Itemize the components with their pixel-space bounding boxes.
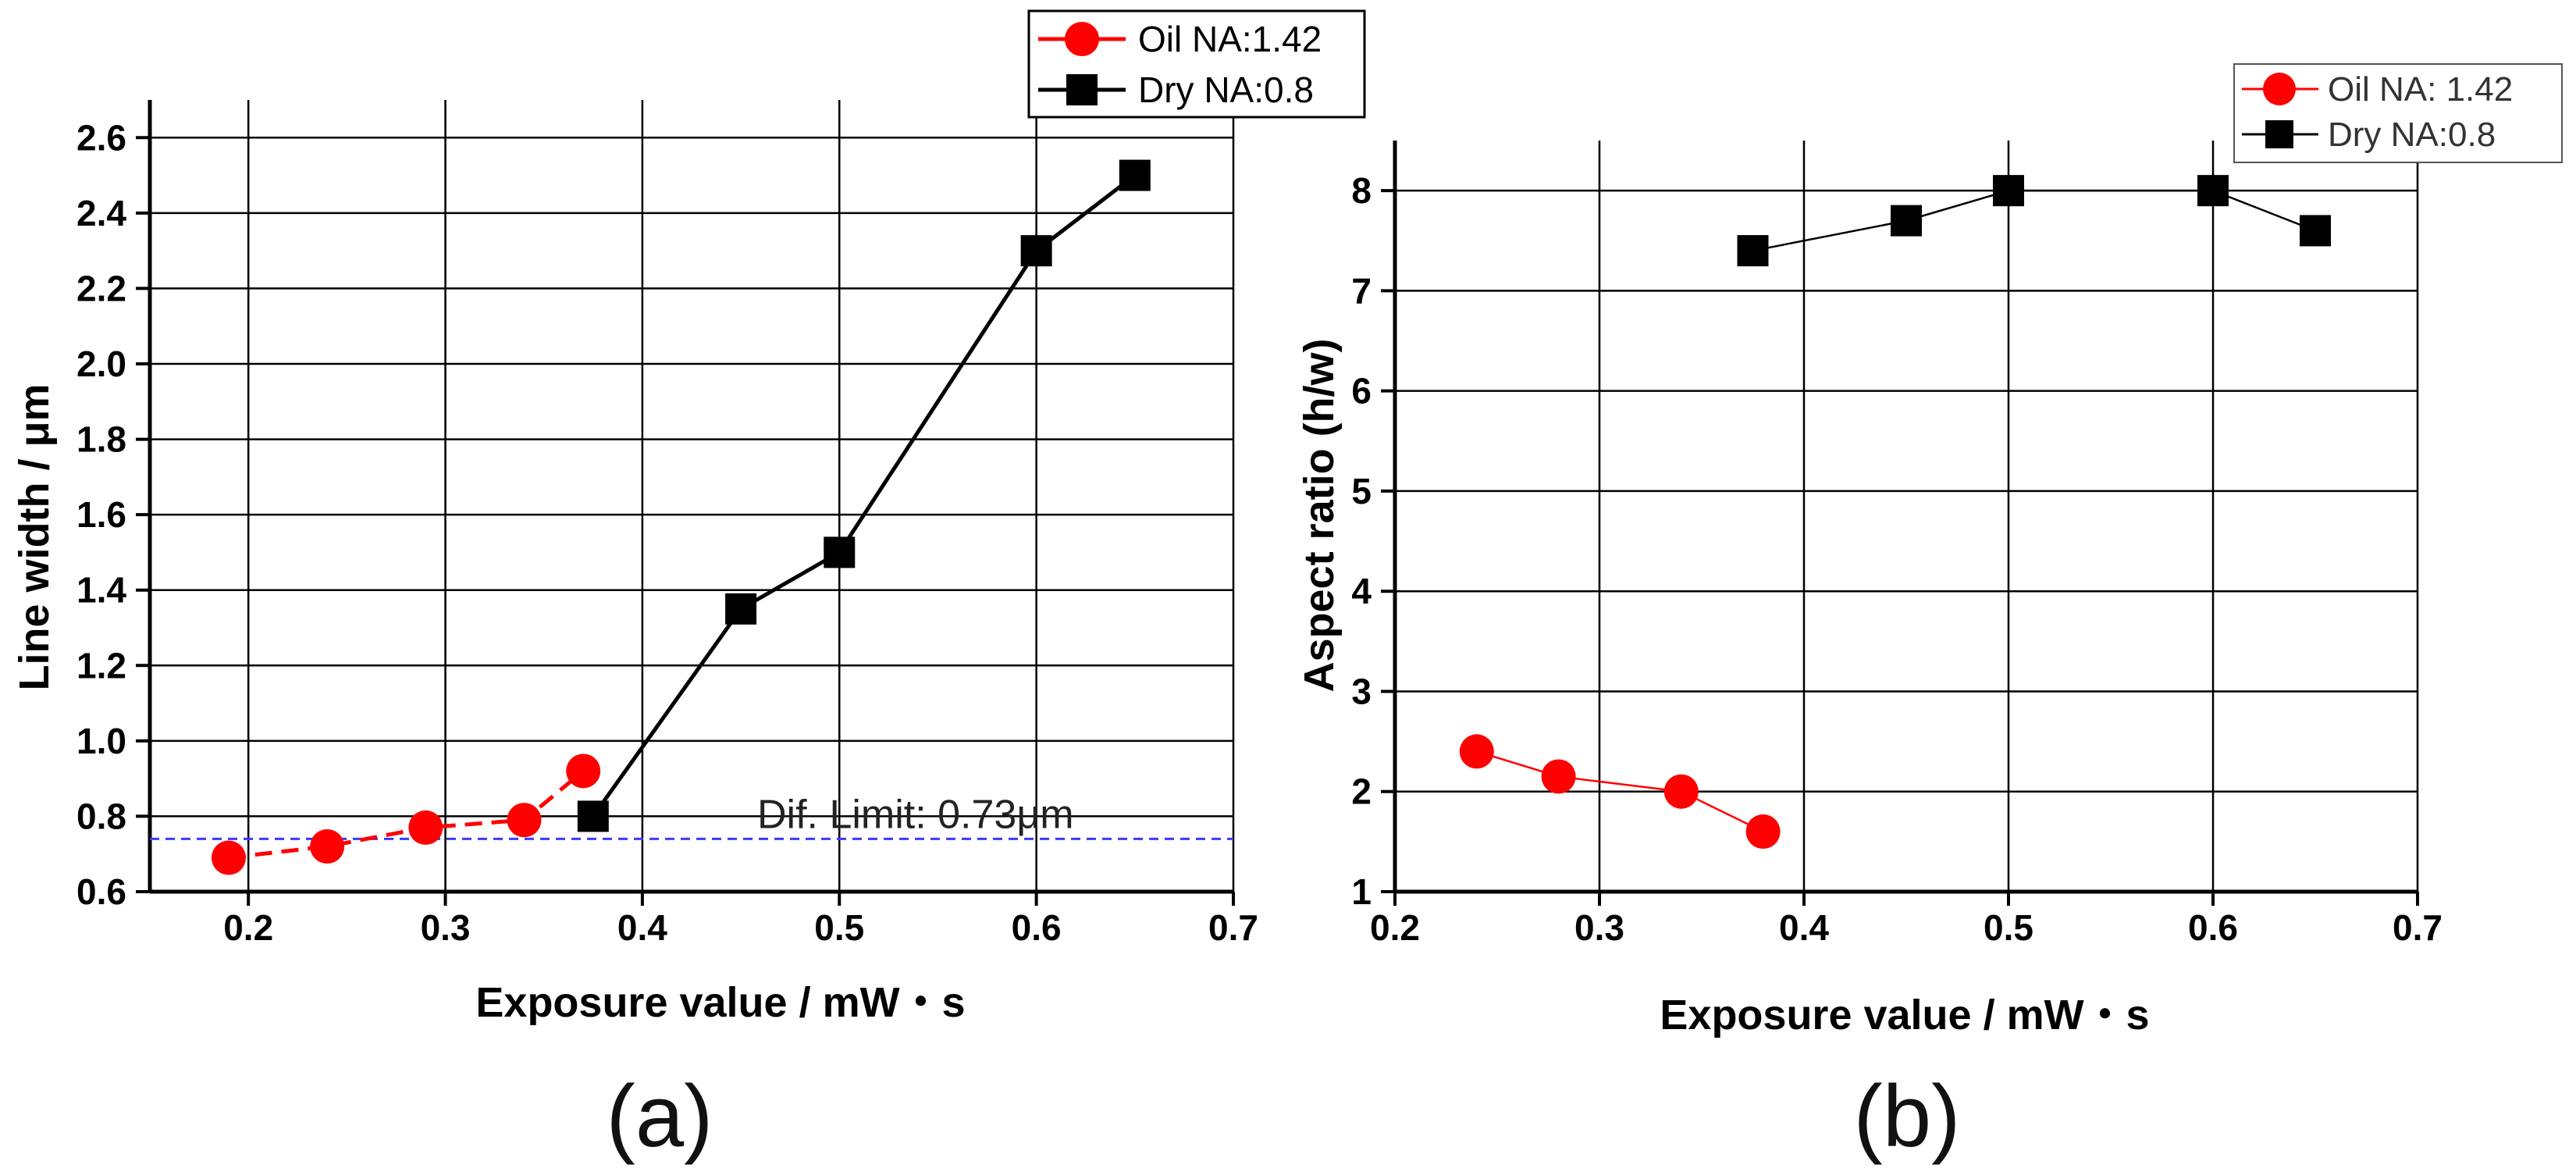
chart-a-xlabel: Exposure value / mW・s — [475, 979, 965, 1026]
chart-a-series-1-line — [591, 173, 1137, 818]
legend-a-oil-label: Oil NA:1.42 — [1138, 19, 1322, 59]
chart-b-series-1-point — [2300, 215, 2331, 247]
chart-b-series-0-point — [1745, 814, 1781, 850]
chart-a-xtick-label: 0.2 — [223, 907, 273, 948]
chart-b-ytick-label: 8 — [1351, 170, 1372, 211]
chart-b-xlabel: Exposure value / mW・s — [1660, 992, 2149, 1038]
chart-a-series-1-point — [577, 800, 609, 832]
chart-a-ylabel: Line width / μm — [11, 383, 58, 690]
chart-b-series-0-line — [1476, 750, 1764, 833]
chart-b-xtick-label: 0.3 — [1574, 907, 1624, 948]
chart-a-series-1-point — [1119, 159, 1151, 191]
chart-b-series-1-point — [1993, 175, 2024, 207]
chart-a-series-1-point — [1020, 235, 1052, 267]
chart-b-legend: Oil NA: 1.42 Dry NA:0.8 — [2233, 63, 2563, 163]
chart-panel-b: 1 2 3 4 5 6 7 8 0.2 0.3 0.4 0.5 0.6 0.7 Exposure valu… — [1296, 63, 2563, 1165]
chart-b-ytick-label: 4 — [1351, 571, 1372, 611]
chart-a-ytick-label: 0.8 — [76, 796, 126, 836]
chart-a-xtick-label: 0.5 — [814, 907, 864, 948]
chart-a-tick-labels: 0.6 0.8 1.0 1.2 1.4 1.6 1.8 2.0 2.2 2.4 2.6 0.2 0.3 0… — [76, 117, 1258, 948]
chart-a-xtick-label: 0.3 — [421, 907, 471, 948]
chart-b-ytick-label: 1 — [1351, 871, 1372, 912]
chart-panel-a: Dif. Limit: 0.73μm 0.6 0.8 1.0 1.2 1.4 1.6 1.8… — [11, 9, 1366, 1165]
chart-a-series-1-point — [725, 593, 757, 625]
chart-b-panel-label: (b) — [1854, 1067, 1961, 1165]
chart-a-xtick-label: 0.4 — [617, 907, 667, 948]
chart-a-ytick-label: 2.2 — [76, 268, 126, 308]
legend-a-oil-marker — [1065, 22, 1099, 56]
chart-b-series — [1459, 175, 2331, 850]
chart-a-ytick-label: 2.0 — [76, 344, 126, 384]
chart-b-series-0-point — [1663, 774, 1699, 809]
chart-b-ytick-label: 5 — [1351, 471, 1372, 511]
chart-a-xtick-label: 0.6 — [1012, 907, 1062, 948]
chart-a-series-0-point — [408, 810, 443, 845]
legend-b-dry-marker — [2265, 120, 2293, 148]
chart-a-xtick-label: 0.7 — [1208, 907, 1258, 948]
chart-a-ytick-label: 1.6 — [76, 494, 126, 535]
chart-b-series-1-point — [1891, 205, 1922, 237]
chart-b-ytick-label: 3 — [1351, 671, 1372, 711]
chart-a-series-0-point — [310, 829, 345, 864]
legend-b-oil-label: Oil NA: 1.42 — [2328, 70, 2513, 109]
chart-a-series — [211, 159, 1151, 875]
chart-a-ytick-label: 1.4 — [76, 570, 126, 611]
chart-b-ytick-label: 6 — [1351, 371, 1372, 411]
chart-a-panel-label: (a) — [607, 1067, 713, 1165]
chart-a-series-1-point — [824, 536, 856, 568]
chart-a-diffraction-limit-label: Dif. Limit: 0.73μm — [757, 792, 1074, 837]
chart-b-xtick-label: 0.7 — [2393, 907, 2443, 948]
legend-a-dry-label: Dry NA:0.8 — [1138, 69, 1314, 110]
chart-a-series-0-point — [566, 753, 601, 789]
legend-b-oil-marker — [2263, 73, 2296, 105]
chart-b-xtick-label: 0.6 — [2188, 907, 2238, 948]
chart-b-xtick-label: 0.4 — [1779, 907, 1829, 948]
chart-a-ytick-label: 2.6 — [76, 117, 126, 158]
chart-b-series-0-point — [1459, 734, 1494, 769]
chart-a-ytick-label: 2.4 — [76, 193, 126, 233]
chart-a-series-0-point — [507, 803, 542, 838]
chart-b-series-0-point — [1541, 759, 1576, 794]
chart-a-ytick-label: 1.2 — [76, 645, 126, 686]
chart-b-ytick-label: 7 — [1351, 270, 1372, 311]
legend-a-dry-marker — [1066, 74, 1098, 105]
chart-a-axes — [136, 100, 1235, 906]
chart-b-xtick-label: 0.2 — [1370, 907, 1420, 948]
chart-b-ylabel: Aspect ratio (h/w) — [1296, 338, 1343, 692]
chart-a-series-0-point — [211, 840, 246, 875]
chart-a-ytick-label: 1.0 — [76, 721, 126, 761]
chart-a-ytick-label: 0.6 — [76, 871, 126, 912]
chart-a-ytick-label: 1.8 — [76, 419, 126, 460]
chart-a-legend: Oil NA:1.42 Dry NA:0.8 — [1027, 9, 1366, 119]
chart-b-series-1-point — [1737, 235, 1769, 267]
chart-b-axes — [1381, 141, 2419, 906]
chart-a-grid — [150, 100, 1235, 893]
chart-b-xtick-label: 0.5 — [1984, 907, 2033, 948]
legend-b-dry-label: Dry NA:0.8 — [2328, 116, 2496, 154]
chart-b-tick-labels: 1 2 3 4 5 6 7 8 0.2 0.3 0.4 0.5 0.6 0.7 — [1351, 170, 2443, 948]
chart-b-ytick-label: 2 — [1351, 771, 1372, 812]
chart-b-series-1-line — [1752, 189, 2316, 252]
chart-b-series-1-point — [2197, 175, 2229, 207]
